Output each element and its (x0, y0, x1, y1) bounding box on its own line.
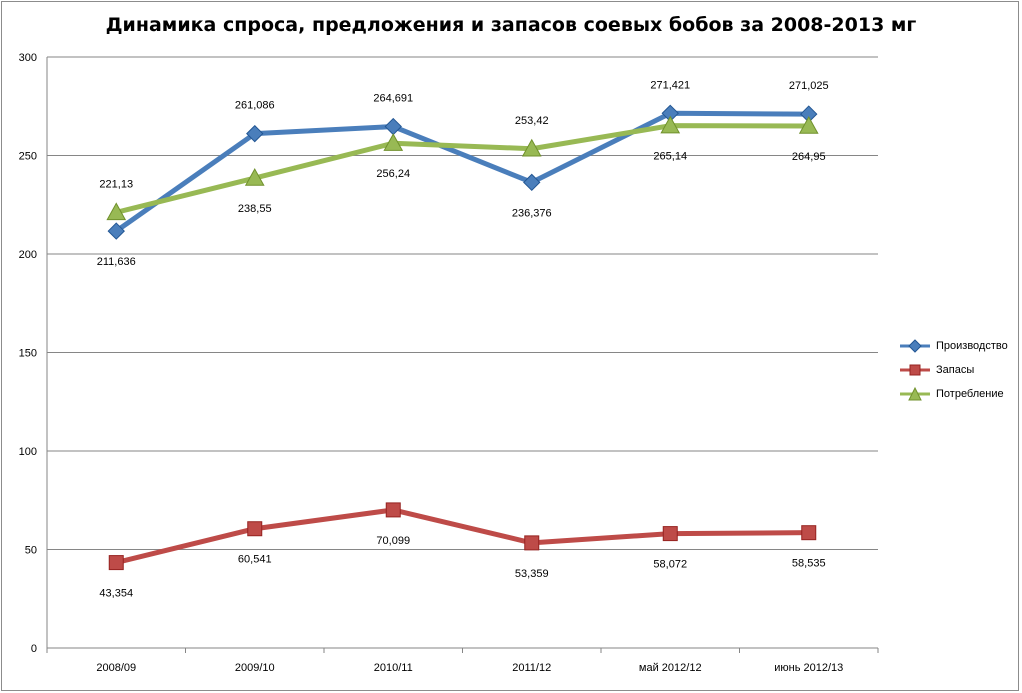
legend-label: Производство (936, 340, 1008, 352)
data-point-square (247, 521, 263, 537)
data-point-square (108, 555, 124, 571)
data-label: 253,42 (515, 115, 549, 127)
data-point-diamond (107, 222, 125, 240)
data-label: 58,072 (653, 559, 687, 571)
data-label: 271,025 (789, 80, 829, 92)
data-point-square (524, 535, 540, 551)
data-point-triangle (106, 202, 127, 221)
y-tick-label: 0 (31, 643, 37, 655)
data-label: 256,24 (376, 168, 410, 180)
data-label: 271,421 (650, 79, 690, 91)
series-line-1 (113, 507, 812, 566)
y-tick-label: 100 (19, 446, 37, 458)
data-label: 70,099 (376, 535, 410, 547)
data-point-square (801, 525, 817, 541)
data-label: 53,359 (515, 568, 549, 580)
chart-title: Динамика спроса, предложения и запасов с… (105, 14, 917, 36)
chart-legend: Производство Запасы Потребление (898, 334, 1008, 406)
data-point-diamond (384, 117, 402, 136)
data-point-diamond (246, 124, 264, 143)
y-tick-label: 250 (19, 151, 37, 163)
data-point-triangle (383, 133, 404, 151)
x-tick-label: 2008/09 (96, 662, 136, 674)
series-line-0 (113, 110, 812, 234)
y-tick-label: 50 (25, 545, 37, 557)
series-line-2 (113, 123, 812, 215)
data-label: 264,95 (792, 151, 826, 163)
x-tick-label: 2011/12 (512, 662, 551, 674)
data-label: 238,55 (238, 203, 272, 215)
y-tick-label: 300 (19, 52, 37, 64)
data-point-diamond (523, 173, 541, 192)
legend-label: Запасы (936, 364, 975, 376)
data-label: 265,14 (653, 151, 687, 163)
x-tick-label: 2009/10 (235, 662, 275, 674)
data-point-triangle (660, 115, 681, 134)
legend-label: Потребление (936, 388, 1004, 400)
data-label: 211,636 (97, 256, 136, 268)
y-tick-label: 200 (19, 249, 37, 261)
data-label: 221,13 (99, 178, 133, 190)
data-label: 60,541 (238, 554, 272, 566)
data-point-square (662, 526, 678, 542)
data-label: 236,376 (512, 207, 552, 219)
data-label: 261,086 (235, 100, 275, 112)
legend-item: Производство (898, 334, 1008, 358)
y-tick-label: 150 (19, 348, 37, 360)
data-point-triangle (521, 138, 542, 157)
data-point-square (385, 502, 401, 518)
data-label: 43,354 (99, 588, 133, 600)
legend-item: Потребление (898, 382, 1008, 406)
legend-swatch (900, 386, 930, 401)
x-tick-label: 2010/11 (374, 662, 413, 674)
x-tick-label: июнь 2012/13 (774, 662, 843, 674)
x-tick-label: май 2012/12 (639, 662, 702, 674)
legend-swatch (900, 364, 930, 376)
data-point-triangle (798, 116, 819, 134)
legend-item: Запасы (898, 358, 1008, 382)
data-point-triangle (244, 168, 265, 186)
legend-swatch (900, 339, 930, 353)
data-label: 58,535 (792, 558, 826, 570)
data-label: 264,691 (373, 93, 413, 105)
